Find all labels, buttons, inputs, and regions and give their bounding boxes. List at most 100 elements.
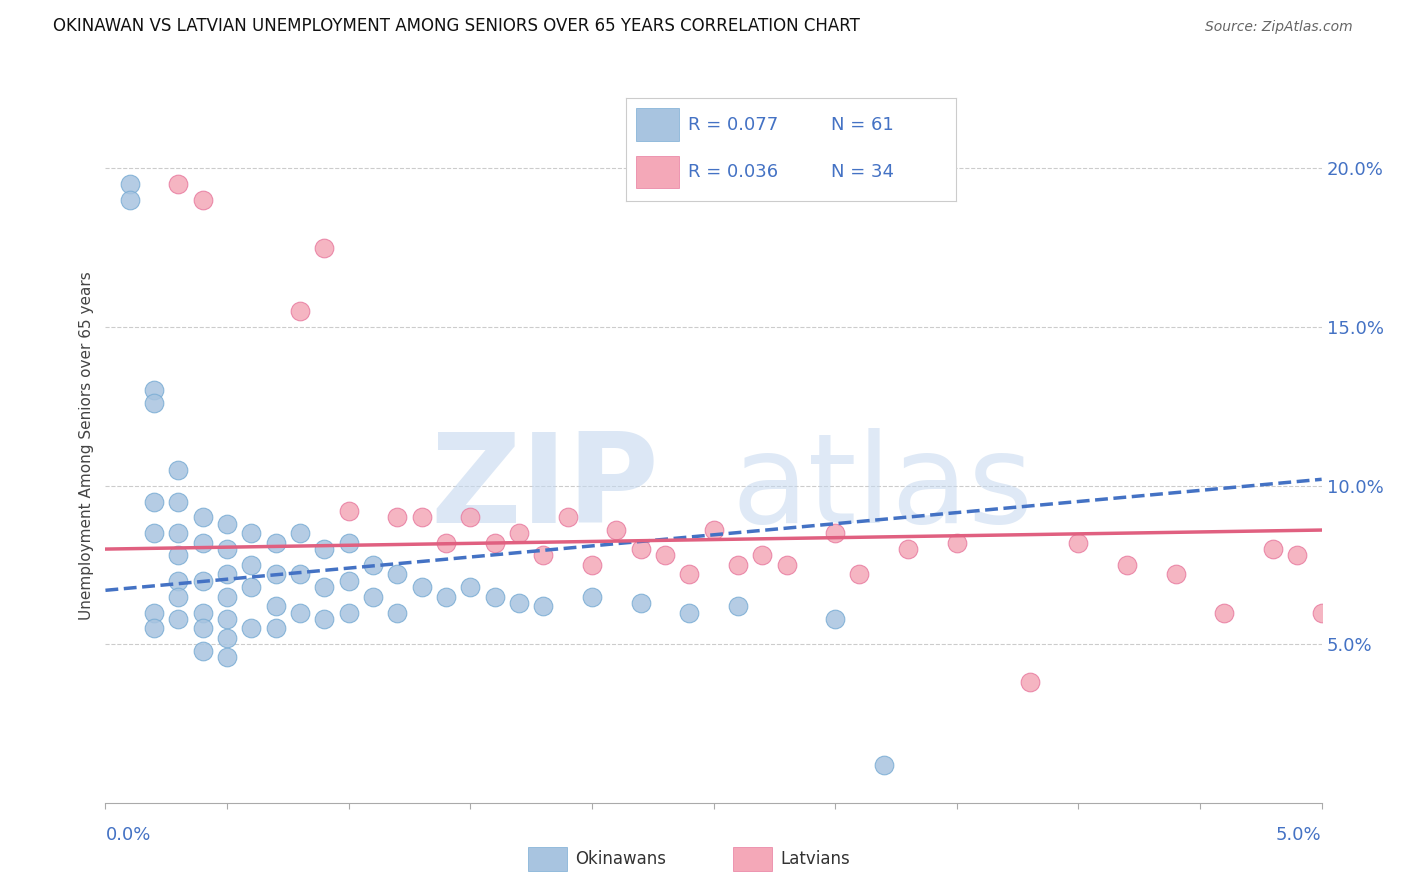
Point — [1018, 675, 1040, 690]
Point — [167, 526, 190, 541]
Point — [434, 535, 457, 549]
Point — [702, 523, 725, 537]
Point — [191, 643, 214, 657]
Point — [240, 558, 263, 572]
Point — [240, 580, 263, 594]
Point — [557, 510, 579, 524]
Point — [191, 606, 214, 620]
Point — [458, 580, 481, 594]
Point — [581, 590, 603, 604]
Point — [191, 574, 214, 588]
Y-axis label: Unemployment Among Seniors over 65 years: Unemployment Among Seniors over 65 years — [79, 272, 94, 620]
Point — [118, 193, 141, 207]
Point — [1310, 606, 1333, 620]
Point — [484, 590, 506, 604]
Point — [264, 535, 287, 549]
Point — [314, 542, 336, 557]
Point — [945, 535, 967, 549]
Point — [191, 193, 214, 207]
Point — [361, 590, 384, 604]
Text: R = 0.077: R = 0.077 — [689, 116, 779, 134]
Point — [1164, 567, 1187, 582]
Point — [387, 567, 409, 582]
Point — [167, 612, 190, 626]
Point — [167, 549, 190, 563]
Point — [217, 649, 239, 664]
Point — [775, 558, 797, 572]
Point — [508, 596, 530, 610]
Point — [727, 599, 749, 614]
Point — [581, 558, 603, 572]
Text: Okinawans: Okinawans — [575, 850, 666, 868]
Point — [387, 606, 409, 620]
Text: Source: ZipAtlas.com: Source: ZipAtlas.com — [1205, 21, 1353, 34]
Point — [217, 590, 239, 604]
Point — [314, 612, 336, 626]
Point — [484, 535, 506, 549]
Point — [217, 612, 239, 626]
Point — [264, 567, 287, 582]
Point — [361, 558, 384, 572]
Point — [314, 241, 336, 255]
Point — [167, 463, 190, 477]
Bar — [636, 108, 679, 141]
Point — [824, 526, 846, 541]
Point — [217, 567, 239, 582]
Text: R = 0.036: R = 0.036 — [689, 163, 779, 181]
Bar — [636, 155, 679, 188]
Point — [678, 567, 700, 582]
Point — [337, 574, 360, 588]
Point — [240, 621, 263, 635]
Point — [727, 558, 749, 572]
Point — [337, 535, 360, 549]
Point — [337, 504, 360, 518]
Point — [1067, 535, 1090, 549]
Point — [630, 596, 652, 610]
Point — [217, 516, 239, 531]
Point — [508, 526, 530, 541]
Point — [264, 599, 287, 614]
Point — [458, 510, 481, 524]
Point — [167, 178, 190, 192]
Point — [191, 510, 214, 524]
Bar — [529, 847, 568, 871]
Point — [143, 494, 166, 508]
Text: N = 34: N = 34 — [831, 163, 894, 181]
Text: 5.0%: 5.0% — [1277, 826, 1322, 844]
Point — [531, 599, 554, 614]
Point — [167, 590, 190, 604]
Text: ZIP: ZIP — [430, 428, 659, 549]
Point — [288, 606, 311, 620]
Point — [217, 542, 239, 557]
Point — [143, 396, 166, 410]
Point — [873, 757, 896, 772]
Point — [531, 549, 554, 563]
Point — [288, 304, 311, 318]
Point — [143, 606, 166, 620]
Text: atlas: atlas — [731, 428, 1033, 549]
Point — [1213, 606, 1236, 620]
Point — [167, 574, 190, 588]
Point — [143, 384, 166, 398]
Point — [167, 494, 190, 508]
Point — [143, 621, 166, 635]
Point — [337, 606, 360, 620]
Text: 0.0%: 0.0% — [105, 826, 150, 844]
Point — [288, 526, 311, 541]
Point — [630, 542, 652, 557]
Point — [411, 580, 433, 594]
Text: Latvians: Latvians — [780, 850, 849, 868]
Point — [288, 567, 311, 582]
Bar — [733, 847, 772, 871]
Point — [824, 612, 846, 626]
Point — [264, 621, 287, 635]
Point — [118, 178, 141, 192]
Text: N = 61: N = 61 — [831, 116, 893, 134]
Point — [897, 542, 920, 557]
Point — [240, 526, 263, 541]
Point — [654, 549, 676, 563]
Point — [605, 523, 627, 537]
Point — [1116, 558, 1139, 572]
Point — [434, 590, 457, 604]
Point — [1261, 542, 1284, 557]
